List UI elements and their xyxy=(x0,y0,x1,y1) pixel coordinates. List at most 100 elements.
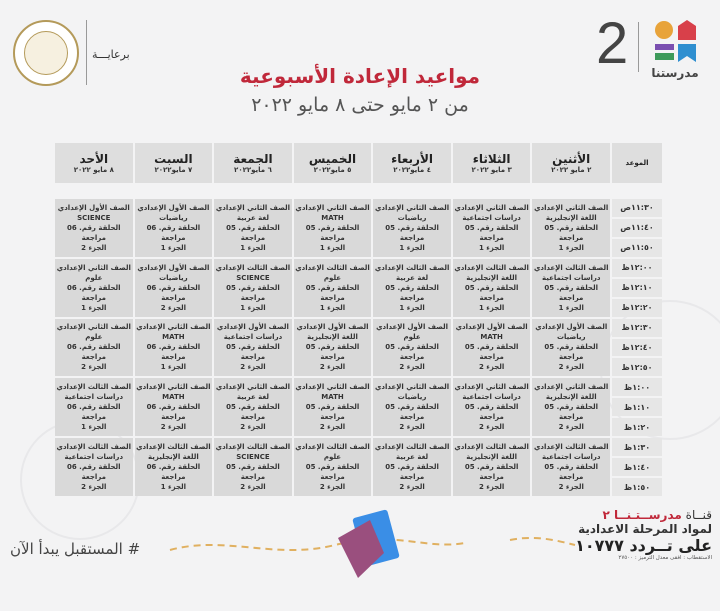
cell-subject: علوم xyxy=(403,333,421,342)
cell-episode: الحلقة رقم. 06 مراجعة xyxy=(146,403,201,422)
cell-subject: MATH xyxy=(162,333,185,342)
cell-episode: الحلقة رقم. 06 مراجعة xyxy=(66,283,121,302)
cell-subject: دراسات اجتماعية xyxy=(462,213,521,222)
cell-episode: الحلقة رقم. 05 مراجعة xyxy=(544,283,599,302)
cell-grade: الصف الأول الإعدادي xyxy=(296,323,369,332)
cell-grade: الصف الثاني الإعدادي xyxy=(56,323,131,332)
time-column-header: الموعد xyxy=(612,143,662,183)
folder-icon xyxy=(338,509,400,578)
schedule-cell: الصف الثاني الإعدادي MATH الحلقة رقم. 05 م… xyxy=(293,378,372,437)
cell-subject: SCIENCE xyxy=(236,453,270,462)
day-name: السبت xyxy=(154,152,193,166)
cell-part: الجزء 2 xyxy=(399,483,425,492)
cell-part: الجزء 1 xyxy=(399,303,425,312)
cell-grade: الصف الأول الإعدادي xyxy=(57,203,130,212)
day-header: الخميس ٥ مايو٢٠٢٢ xyxy=(293,143,372,183)
cell-subject: علوم xyxy=(85,333,103,342)
cell-grade: الصف الأول الإعدادي xyxy=(376,323,449,332)
schedule-cell: الصف الأول الإعدادي رياضيات الحلقة رقم. 05… xyxy=(532,318,610,377)
time-slot: ١٢:٤٠ظ xyxy=(612,338,662,357)
day-header: الأثنين ٢ مايو ٢٠٢٢ xyxy=(532,143,610,183)
cell-subject: رياضيات xyxy=(556,333,586,342)
day-header: السبت ٧ مايو٢٠٢٢ xyxy=(134,143,213,183)
schedule-cell: الصف الثاني الإعدادي MATH الحلقة رقم. 06 م… xyxy=(134,378,213,437)
cell-part: الجزء 2 xyxy=(81,243,107,252)
cell-part: الجزء 1 xyxy=(160,243,187,252)
schedule-cell: الصف الثاني الإعدادي رياضيات الحلقة رقم. 0… xyxy=(373,378,451,437)
cell-episode: الحلقة رقم. 05 مراجعة xyxy=(305,403,360,422)
cell-grade: الصف الثالث الإعدادي xyxy=(295,443,370,452)
cell-grade: الصف الثاني الإعدادي xyxy=(136,383,211,392)
cell-subject: دراسات اجتماعية xyxy=(462,393,521,402)
cell-episode: الحلقة رقم. 05 مراجعة xyxy=(385,223,439,242)
schedule-cell: الصف الثالث الإعدادي لغة عربية الحلقة رقم.… xyxy=(373,438,451,496)
schedule-cell: الصف الأول الإعدادي علوم الحلقة رقم. 05 مر… xyxy=(373,318,451,377)
cell-episode: الحلقة رقم. 05 مراجعة xyxy=(544,463,599,482)
cell-grade: الصف الثاني الإعدادي xyxy=(56,263,131,272)
day-header: الأحد ٨ مايو ٢٠٢٢ xyxy=(55,143,133,183)
cell-grade: الصف الثاني الإعدادي xyxy=(374,203,450,212)
day-name: الأحد xyxy=(79,152,109,166)
cell-part: الجزء 2 xyxy=(558,423,584,432)
cell-part: الجزء 2 xyxy=(319,483,346,492)
channel-polarization: الاستقطاب : افقى معدل الترميز : ٢٧٥٠٠ xyxy=(618,555,712,561)
cell-part: الجزء 2 xyxy=(399,363,425,372)
cell-episode: الحلقة رقم. 05 مراجعة xyxy=(226,283,280,302)
cell-grade: الصف الثالث الإعدادي xyxy=(533,443,609,452)
time-slot: ١:٢٠ظ xyxy=(612,418,662,437)
cell-grade: الصف الثالث الإعدادي xyxy=(374,443,450,452)
cell-part: الجزء 1 xyxy=(558,243,584,252)
day-name: الخميس xyxy=(308,152,357,166)
channel-label: قنــاة xyxy=(685,508,712,522)
time-slot: ١١:٣٠ص xyxy=(612,199,662,217)
day-name: الأثنين xyxy=(552,152,591,166)
ministry-seal-icon xyxy=(13,20,79,86)
schedule-cell: الصف الثالث الإعدادي دراسات اجتماعية الحلق… xyxy=(55,438,133,496)
sponsor-label: برعايـــة xyxy=(92,48,130,61)
cell-grade: الصف الثاني الإعدادي xyxy=(454,383,529,392)
cell-subject: MATH xyxy=(480,333,503,342)
cell-episode: الحلقة رقم. 06 مراجعة xyxy=(146,343,201,362)
cell-subject: اللغة الإنجليزية xyxy=(307,333,358,342)
cell-episode: الحلقة رقم. 05 مراجعة xyxy=(464,223,519,242)
cell-part: الجزء 1 xyxy=(399,243,425,252)
cell-episode: الحلقة رقم. 05 مراجعة xyxy=(464,463,519,482)
schedule-header: الموعد الأثنين ٢ مايو ٢٠٢٢ الثلاثاء ٣ مايو … xyxy=(55,143,662,183)
schedule-cell: الصف الثالث الإعدادي SCIENCE الحلقة رقم. 0… xyxy=(214,258,292,317)
cell-subject: اللغة الإنجليزية xyxy=(545,393,597,402)
day-header: الأربعاء ٤ مايو٢٠٢٢ xyxy=(373,143,451,183)
day-date: ٥ مايو٢٠٢٢ xyxy=(313,166,352,174)
cell-part: الجزء 2 xyxy=(240,363,266,372)
schedule-cell: الصف الثاني الإعدادي MATH الحلقة رقم. 06 م… xyxy=(134,318,213,377)
cell-part: الجزء 2 xyxy=(558,483,584,492)
cell-episode: الحلقة رقم. 05 مراجعة xyxy=(464,403,519,422)
divider xyxy=(86,20,87,85)
cell-part: الجزء 1 xyxy=(478,243,505,252)
schedule-cell: الصف الثاني الإعدادي دراسات اجتماعية الحلق… xyxy=(452,378,531,437)
cell-part: الجزء 1 xyxy=(240,303,266,312)
cell-subject: لغة عربية xyxy=(396,453,429,462)
cell-subject: رياضيات xyxy=(159,273,188,282)
cell-part: الجزء 2 xyxy=(558,363,584,372)
cell-grade: الصف الأول الإعدادي xyxy=(216,323,289,332)
logo-number: 2 xyxy=(596,11,629,76)
cell-part: الجزء 2 xyxy=(81,483,107,492)
cell-episode: الحلقة رقم. 05 مراجعة xyxy=(385,463,439,482)
cell-subject: علوم xyxy=(85,273,103,282)
schedule-cell: الصف الأول الإعدادي رياضيات الحلقة رقم. 06… xyxy=(134,199,213,257)
cell-subject: SCIENCE xyxy=(77,213,111,222)
cell-subject: دراسات اجتماعية xyxy=(541,453,601,462)
cell-part: الجزء 1 xyxy=(319,243,346,252)
schedule-cell: الصف الثاني الإعدادي علوم الحلقة رقم. 06 م… xyxy=(55,258,133,317)
cell-subject: رياضيات xyxy=(159,213,188,222)
schedule-cell: الصف الثاني الإعدادي MATH الحلقة رقم. 05 م… xyxy=(293,199,372,257)
cell-subject: MATH xyxy=(321,213,344,222)
cell-grade: الصف الثالث الإعدادي xyxy=(295,263,370,272)
cell-part: الجزء 2 xyxy=(81,363,107,372)
day-header: الثلاثاء ٣ مايو ٢٠٢٢ xyxy=(452,143,531,183)
channel-name: مدرســتـنــا ٢ xyxy=(602,508,682,522)
cell-grade: الصف الأول الإعدادي xyxy=(455,323,528,332)
cell-part: الجزء 2 xyxy=(478,363,505,372)
cell-part: الجزء 1 xyxy=(160,483,187,492)
cell-grade: الصف الثالث الإعدادي xyxy=(215,263,291,272)
